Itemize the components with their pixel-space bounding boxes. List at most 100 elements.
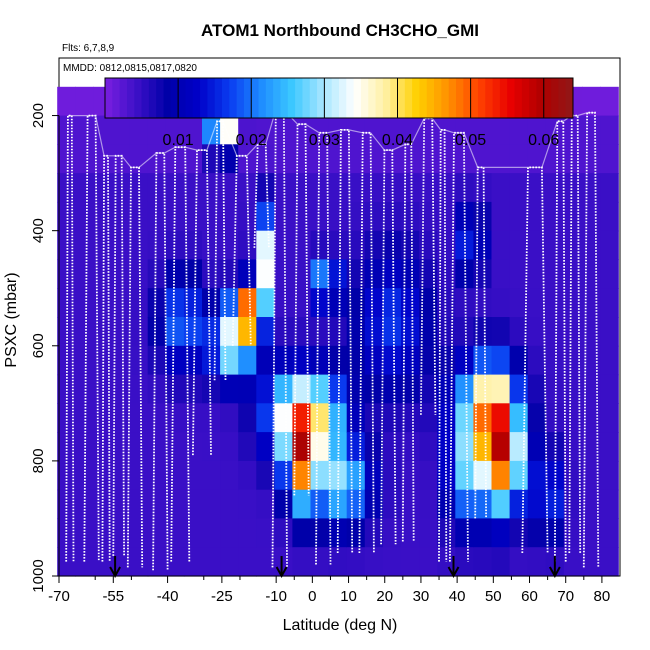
heatmap-cell — [419, 518, 438, 548]
dates-note: MMDD: 0812,0815,0817,0820 — [63, 63, 197, 74]
heatmap-cell — [419, 144, 438, 174]
heatmap-cell — [328, 288, 348, 318]
colorbar-swatch — [222, 78, 230, 118]
heatmap-cell — [310, 230, 330, 261]
heatmap-cell — [129, 259, 149, 289]
heatmap-cell — [491, 173, 511, 203]
heatmap-cell — [202, 230, 221, 261]
heatmap-cell — [600, 518, 619, 548]
x-axis: -70 -55 -40 -25 -10 0 10 20 30 40 50 60 70 80 — [48, 575, 620, 605]
heatmap-cell — [93, 230, 113, 261]
colorbar-swatch — [521, 78, 530, 118]
colorbar-swatch — [243, 78, 252, 118]
heatmap-cell — [491, 201, 511, 232]
heatmap-cell — [93, 460, 113, 491]
heatmap-cell — [147, 259, 167, 289]
heatmap-cell — [129, 144, 149, 174]
heatmap-cell — [183, 115, 203, 145]
heatmap-cell — [57, 115, 76, 145]
heatmap-cell — [292, 173, 312, 203]
heatmap-cell — [491, 259, 511, 289]
heatmap-cell — [220, 115, 239, 145]
colorbar-tick-label: 0.03 — [309, 132, 340, 149]
heatmap-cell — [346, 547, 366, 577]
heatmap-cell — [455, 288, 474, 318]
heatmap-cell — [111, 201, 131, 232]
heatmap-cell — [220, 489, 239, 520]
x-tick-label: -70 — [48, 588, 70, 605]
heatmap-cell — [419, 547, 438, 577]
heatmap-cell — [111, 230, 131, 261]
flight-profile — [170, 146, 191, 562]
colorbar-swatch — [214, 78, 223, 118]
heatmap-cell — [582, 489, 601, 520]
heatmap-cell — [111, 259, 131, 289]
colorbar-swatch — [185, 78, 194, 118]
heatmap-cell — [545, 259, 565, 289]
heatmap-cell — [238, 403, 257, 433]
heatmap-cell — [220, 403, 239, 433]
heatmap-cell — [455, 489, 474, 520]
heatmap-cell — [57, 173, 76, 203]
heatmap-cell — [382, 230, 402, 261]
heatmap-cell — [382, 345, 402, 376]
heatmap-cell — [328, 317, 348, 347]
heatmap-cell — [346, 144, 366, 174]
heatmap-cell — [256, 374, 275, 404]
colorbar-swatch — [419, 78, 428, 118]
flight-profile — [554, 120, 567, 562]
heatmap-cell — [93, 547, 113, 577]
heatmap-cell — [75, 460, 94, 491]
heatmap-cell — [75, 115, 94, 145]
heatmap-cell — [202, 489, 221, 520]
heatmap-cell — [545, 403, 565, 433]
heatmap-cell — [292, 259, 312, 289]
heatmap-cell — [165, 345, 185, 376]
heatmap-cell — [274, 403, 294, 433]
heatmap-cell — [364, 374, 384, 404]
heatmap-cell — [183, 288, 203, 318]
heatmap-cell — [527, 547, 547, 577]
heatmap-cell — [183, 230, 203, 261]
heatmap-cell — [600, 403, 619, 433]
heatmap-cell — [256, 230, 275, 261]
heatmap-cell — [202, 173, 221, 203]
heatmap-cell — [310, 489, 330, 520]
colorbar-swatch — [463, 78, 472, 118]
heatmap-cell — [364, 489, 384, 520]
heatmap-cell — [328, 374, 348, 404]
heatmap-cell — [473, 144, 493, 174]
heatmap-cell — [165, 317, 185, 347]
colorbar-swatch — [236, 78, 245, 118]
heatmap-cell — [437, 230, 456, 261]
heatmap-cell — [527, 317, 547, 347]
heatmap-cell — [238, 374, 257, 404]
heatmap-cell — [238, 259, 257, 289]
heatmap-cell — [57, 201, 76, 232]
heatmap-cell — [183, 518, 203, 548]
heatmap-cell — [310, 288, 330, 318]
heatmap-cell — [310, 115, 330, 145]
colorbar-swatch — [514, 78, 523, 118]
heatmap-cell — [527, 115, 547, 145]
heatmap-cell — [437, 432, 456, 462]
heatmap-cell — [129, 288, 149, 318]
heatmap-cell — [491, 374, 511, 404]
x-tick-label: 70 — [557, 588, 574, 605]
colorbar-swatch — [426, 78, 435, 118]
heatmap-cell — [75, 173, 94, 203]
heatmap-cell — [292, 489, 312, 520]
heatmap-cell — [328, 518, 348, 548]
heatmap-cell — [401, 547, 420, 577]
heatmap-cell — [473, 518, 493, 548]
heatmap-cell — [527, 230, 547, 261]
flight-profile — [271, 108, 288, 568]
heatmap-cell — [382, 518, 402, 548]
heatmap-cell — [491, 460, 511, 491]
heatmap-cell — [509, 259, 529, 289]
heatmap-cell — [600, 144, 619, 174]
colorbar-swatch — [178, 78, 186, 118]
x-tick-label: 60 — [521, 588, 538, 605]
colorbar-swatch — [565, 78, 574, 118]
heatmap-cell — [202, 432, 221, 462]
